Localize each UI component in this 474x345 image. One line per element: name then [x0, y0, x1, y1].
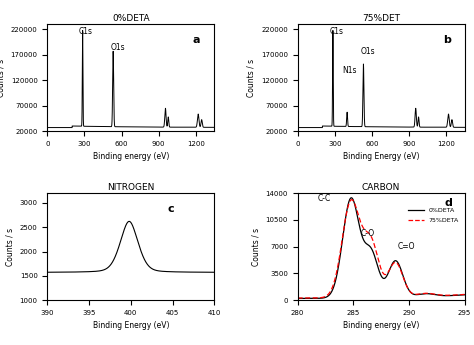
- Y-axis label: Counts / s: Counts / s: [251, 228, 260, 266]
- Text: a: a: [192, 36, 200, 46]
- Text: C1s: C1s: [329, 27, 343, 36]
- Text: C1s: C1s: [79, 27, 93, 36]
- Title: CARBON: CARBON: [362, 184, 400, 193]
- X-axis label: Binding Energy (eV): Binding Energy (eV): [343, 152, 419, 161]
- Y-axis label: Counts / s: Counts / s: [246, 59, 255, 97]
- X-axis label: Binding Energy (eV): Binding Energy (eV): [92, 322, 169, 331]
- Title: NITROGEN: NITROGEN: [107, 184, 155, 193]
- Text: O1s: O1s: [361, 47, 376, 56]
- Text: d: d: [445, 198, 452, 208]
- Y-axis label: Counts / s: Counts / s: [5, 228, 14, 266]
- Text: N1s: N1s: [343, 66, 357, 75]
- Text: C-O: C-O: [361, 229, 375, 238]
- Y-axis label: Counts / s: Counts / s: [0, 59, 5, 97]
- X-axis label: Binding energy (eV): Binding energy (eV): [343, 322, 419, 331]
- Legend: 0%DETA, 75%DETA: 0%DETA, 75%DETA: [406, 205, 461, 226]
- Title: 0%DETA: 0%DETA: [112, 14, 150, 23]
- Text: C=O: C=O: [398, 242, 415, 251]
- Text: b: b: [443, 36, 451, 46]
- Text: O1s: O1s: [111, 43, 126, 52]
- Title: 75%DET: 75%DET: [362, 14, 400, 23]
- Text: c: c: [167, 205, 174, 215]
- Text: C-C: C-C: [318, 194, 331, 203]
- X-axis label: Binding energy (eV): Binding energy (eV): [92, 152, 169, 161]
